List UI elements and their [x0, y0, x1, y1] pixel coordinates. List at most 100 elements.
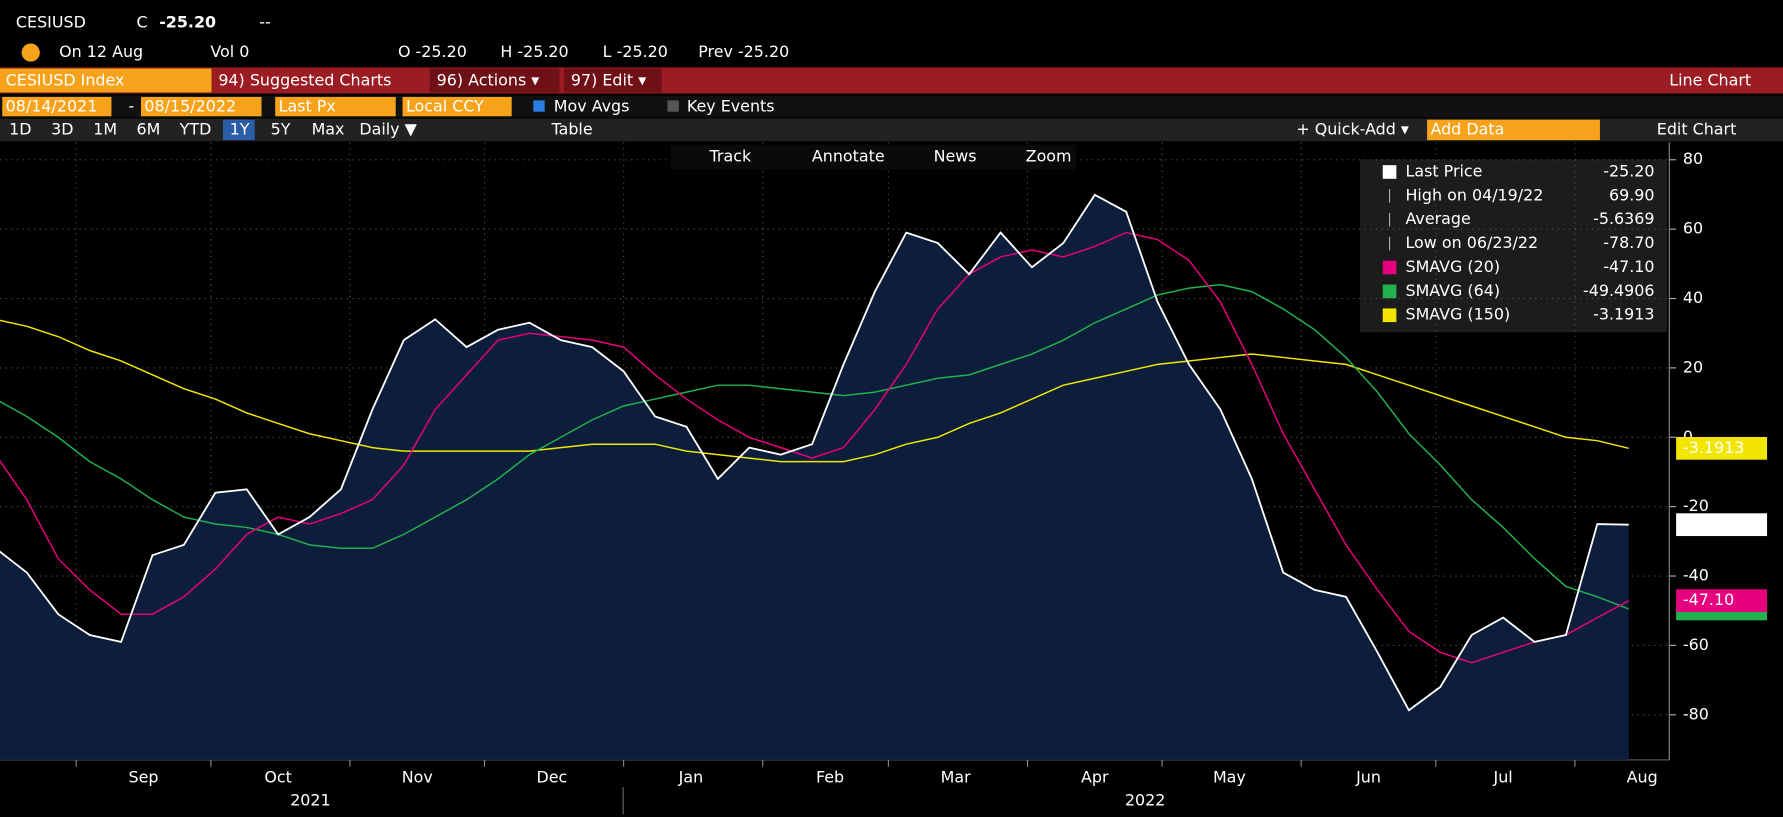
x-tick-label: Aug	[1627, 768, 1658, 787]
mov-avgs[interactable]: Mov Avgs	[554, 97, 630, 116]
x-tick-label: Oct	[264, 768, 292, 787]
x-tick-label: Dec	[536, 768, 567, 787]
x-tick-label: Jun	[1355, 768, 1381, 787]
command-bar	[0, 67, 1783, 94]
y-tick-label: -20	[1683, 496, 1709, 515]
volume: Vol 0	[210, 42, 249, 61]
y-tick-label: 20	[1683, 357, 1703, 376]
chart-type: Line Chart	[1669, 71, 1751, 90]
legend-value: -3.1913	[1593, 305, 1654, 324]
period-button[interactable]: 3D	[51, 119, 73, 138]
chart-tool[interactable]: Zoom	[1026, 147, 1072, 166]
legend-label: SMAVG (20)	[1405, 257, 1500, 276]
suggested-charts[interactable]: 94) Suggested Charts	[218, 71, 391, 90]
start-date: 08/14/2021	[6, 97, 98, 116]
y-tick-label: 0	[1683, 427, 1693, 446]
last-price: -25.20	[159, 13, 216, 32]
y-tick-label: -80	[1683, 704, 1709, 723]
key-events[interactable]: Key Events	[687, 97, 775, 116]
chart-tool[interactable]: Track	[709, 147, 752, 166]
period-button[interactable]: 1D	[9, 119, 31, 138]
legend-label: Average	[1405, 209, 1470, 228]
mov-avgs-checkbox[interactable]	[533, 100, 545, 112]
period-button[interactable]: 1M	[93, 119, 117, 138]
x-tick-label: Apr	[1081, 768, 1109, 787]
chart-tool[interactable]: News	[934, 147, 977, 166]
legend-label: SMAVG (150)	[1405, 305, 1510, 324]
edit[interactable]: 97) Edit ▾	[571, 71, 646, 90]
field: Last Px	[279, 97, 336, 116]
legend-label: High on 04/19/22	[1405, 185, 1543, 204]
y-tick-label: 40	[1683, 288, 1703, 307]
legend-box	[1359, 159, 1668, 333]
high: H -25.20	[500, 42, 568, 61]
edit-chart[interactable]: Edit Chart	[1657, 119, 1737, 138]
y-tick-label: 80	[1683, 149, 1703, 168]
axis-tag-label: -25.20	[1683, 514, 1734, 533]
legend-value: -78.70	[1603, 233, 1654, 252]
legend-value: -47.10	[1603, 257, 1654, 276]
end-date: 08/15/2022	[144, 97, 236, 116]
legend-value: -49.4906	[1583, 281, 1655, 300]
ticker: CESIUSD	[16, 13, 86, 32]
prev: Prev -25.20	[698, 42, 789, 61]
security-field[interactable]	[0, 68, 212, 93]
period-button[interactable]: Max	[312, 119, 345, 138]
close-flag: C	[136, 13, 147, 32]
chart-tool[interactable]: Annotate	[812, 147, 885, 166]
series-line	[0, 231, 1630, 664]
legend-swatch	[1382, 260, 1397, 275]
series-line	[0, 193, 1629, 712]
frequency[interactable]: Daily ▼	[359, 119, 417, 138]
price-area	[0, 194, 1629, 760]
axis-tag-label: -3.1913	[1683, 438, 1744, 457]
edit-button[interactable]	[564, 68, 662, 93]
x-tick-label: Nov	[402, 768, 433, 787]
y-tick-label: -40	[1683, 566, 1709, 585]
legend-swatch	[1382, 165, 1397, 179]
actions-button[interactable]	[429, 68, 560, 93]
axis-tag	[1676, 513, 1768, 537]
settings-bar	[0, 95, 1783, 118]
actions[interactable]: 96) Actions ▾	[437, 71, 540, 90]
security[interactable]: CESIUSD Index	[6, 71, 125, 90]
field-field[interactable]	[275, 96, 396, 117]
legend-label: Low on 06/23/22	[1405, 233, 1538, 252]
year-label: 2022	[1125, 790, 1165, 809]
start-date-field[interactable]	[2, 96, 112, 117]
legend-value: -25.20	[1603, 161, 1654, 180]
status-icon	[21, 43, 40, 62]
x-tick-label: Sep	[129, 768, 159, 787]
x-tick-label: Mar	[941, 768, 971, 787]
key-events-checkbox[interactable]	[667, 100, 679, 112]
legend-label: Last Price	[1405, 161, 1482, 180]
legend-label: SMAVG (64)	[1405, 281, 1500, 300]
legend-swatch	[1382, 284, 1397, 299]
period-button[interactable]: 6M	[136, 119, 160, 138]
change: --	[259, 13, 270, 32]
active-period	[222, 119, 255, 141]
period-button[interactable]: YTD	[179, 119, 212, 138]
add-data-field[interactable]	[1427, 119, 1600, 141]
currency: Local CCY	[406, 97, 484, 116]
x-tick-label: Feb	[816, 768, 844, 787]
legend-swatch	[1382, 308, 1397, 323]
series-line	[0, 319, 1629, 463]
axis-tag	[1676, 589, 1768, 613]
x-tick-label: Jan	[678, 768, 704, 787]
year-label: 2021	[290, 790, 330, 809]
currency-field[interactable]	[402, 96, 512, 117]
table-button[interactable]: Table	[551, 119, 593, 138]
period-button[interactable]: 1Y	[230, 119, 250, 138]
period-button[interactable]: 5Y	[271, 119, 291, 138]
date-separator: -	[128, 97, 134, 116]
axis-tag-label: -47.10	[1683, 590, 1734, 609]
quick-add[interactable]: + Quick-Add ▾	[1296, 119, 1409, 138]
chart-tools	[670, 144, 1076, 170]
end-date-field[interactable]	[141, 96, 262, 117]
y-tick-label: 60	[1683, 219, 1703, 238]
x-tick-label: Jul	[1493, 768, 1513, 787]
period-bar	[0, 118, 1783, 142]
